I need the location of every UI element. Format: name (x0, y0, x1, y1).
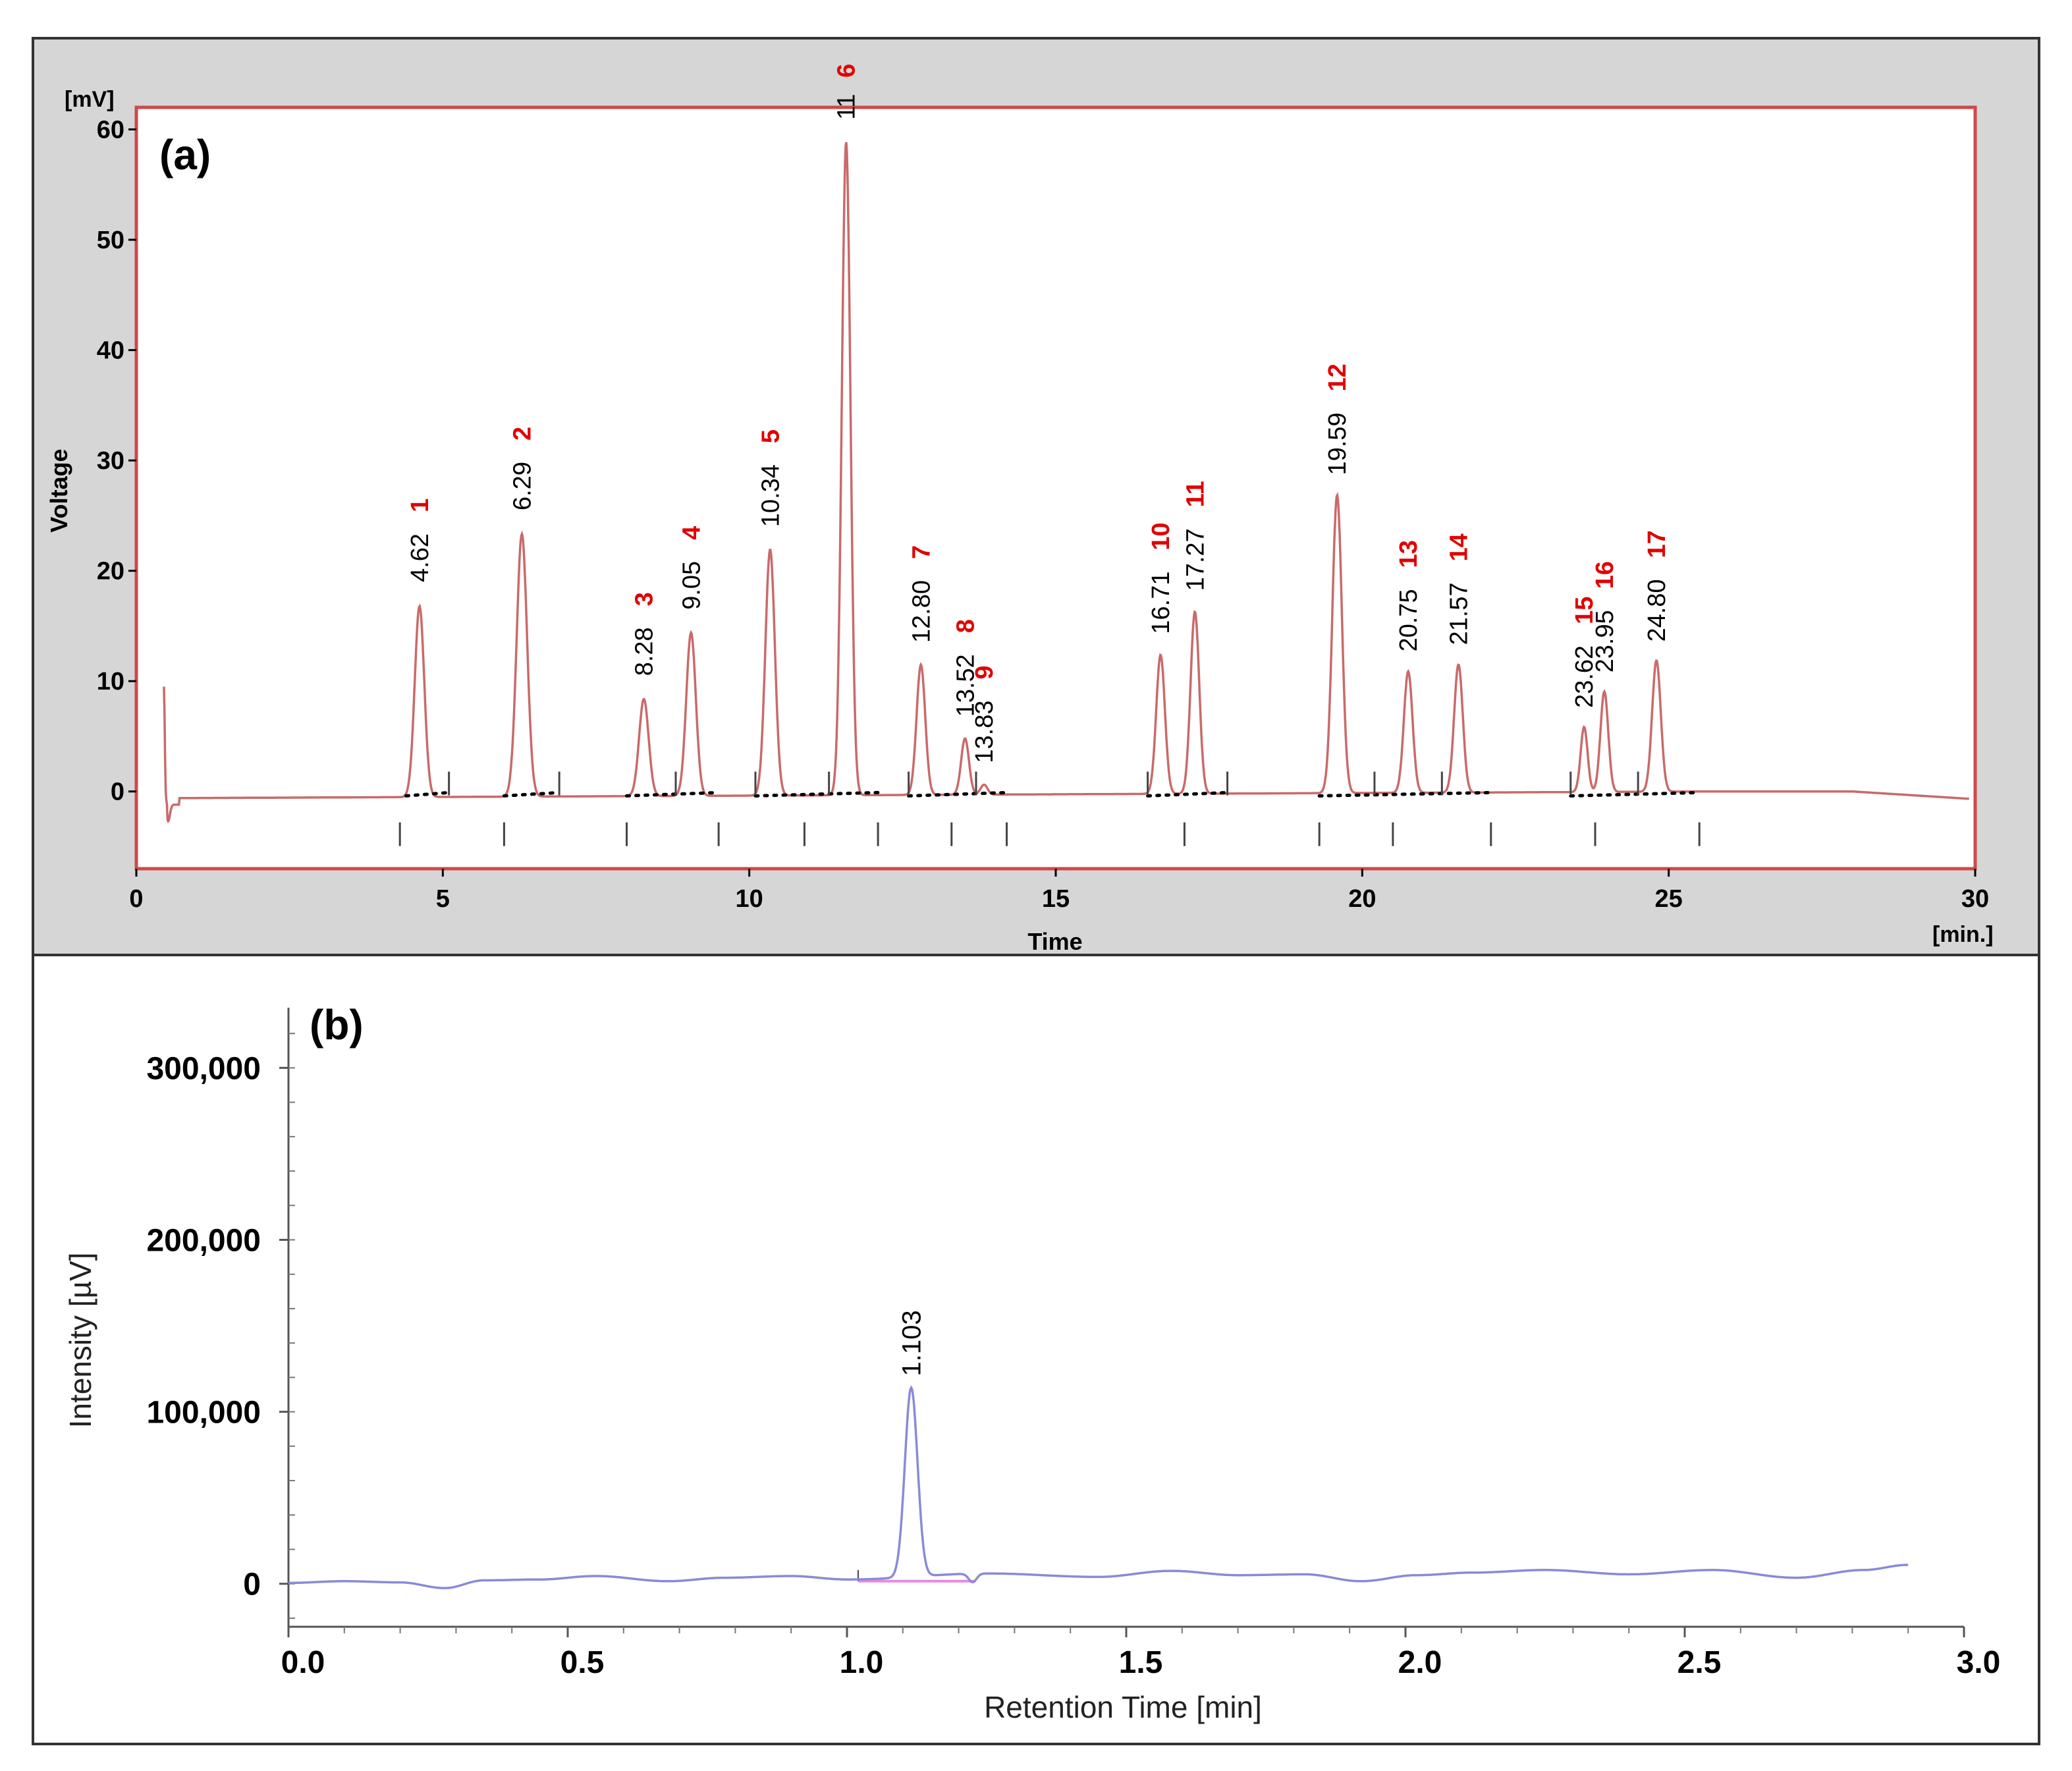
peak-number-label: 16 (1591, 561, 1619, 589)
x-tick-label: 15 (1042, 885, 1070, 913)
y-tick-label: 200,000 (146, 1224, 261, 1259)
peak-number-label: 12 (1324, 364, 1351, 391)
peak-rt-label: 13.83 (971, 701, 998, 763)
integration-baseline (1146, 790, 1230, 798)
peak-rt-label: 23.62 (1571, 645, 1598, 708)
peak-number-label: 14 (1445, 533, 1473, 561)
y-tick-label: 40 (97, 337, 124, 365)
integration-baseline (753, 790, 880, 798)
peak-rt-label: 24.80 (1643, 579, 1671, 641)
integration-baseline (625, 790, 721, 798)
y-tick-label: 50 (97, 227, 124, 254)
panel-a: 0 10 20 30 40 50 60 0 5 10 15 20 25 30 4.62 1 6.29 2 8.28… (32, 37, 2040, 956)
panel-a-x-title: Time (1027, 928, 1082, 955)
panel-b: 0 100,000 200,000 300,000 0.0 0.5 1.0 1.5 2.0 2.5… (32, 954, 2040, 1745)
peak-rt-label: 8.28 (631, 627, 659, 676)
y-tick-label: 0 (111, 778, 124, 806)
panel-a-label: (a) (159, 131, 211, 178)
x-tick-label: 2.5 (1677, 1645, 1722, 1680)
peak-number-label: 2 (508, 427, 536, 441)
x-tick-label: 0 (129, 885, 143, 913)
peak-rt-label: 17.27 (1182, 528, 1209, 591)
peak-rt-label: 13.52 (952, 654, 979, 717)
chromatogram-trace-b (288, 1385, 1909, 1589)
peak-rt-label: 16.71 (1147, 572, 1175, 634)
panel-b-frame (32, 954, 2040, 1745)
panel-a-trace-group (163, 142, 1969, 846)
integration-baseline (907, 790, 1009, 798)
peak-number-label: 3 (631, 592, 659, 606)
chromatogram-trace-a (163, 142, 1969, 824)
y-tick-label: 300,000 (146, 1051, 261, 1086)
panel-a-plot-area (134, 105, 1977, 871)
x-tick-label: 30 (1961, 885, 1989, 913)
peak-rt-label: 11 (833, 94, 861, 119)
peak-rt-label: 1.103 (898, 1310, 927, 1376)
peak-rt-label: 19.59 (1324, 412, 1351, 475)
y-tick-label: 10 (97, 668, 124, 695)
peak-number-label: 13 (1395, 540, 1423, 568)
peak-number-label: 6 (833, 64, 861, 78)
x-tick-label: 10 (736, 885, 763, 913)
panel-a-x-unit: [min.] (1932, 922, 1994, 947)
peak-rt-label: 12.80 (908, 580, 935, 643)
peak-rt-label: 20.75 (1395, 589, 1423, 651)
integration-baseline (1317, 790, 1493, 798)
panel-b-y-title: Intensity [µV] (63, 1253, 97, 1429)
panel-a-peak-labels: 4.62 1 6.29 2 8.28 3 9.05 4 10.34 5 11 6 12.80 7 13.52… (406, 64, 1671, 763)
y-tick-label: 60 (97, 117, 124, 144)
peak-number-label: 10 (1147, 522, 1175, 550)
x-tick-label: 1.0 (840, 1645, 884, 1680)
x-tick-label: 5 (436, 885, 450, 913)
peak-rt-label: 9.05 (678, 561, 705, 610)
peak-rt-label: 23.95 (1591, 610, 1619, 672)
x-tick-label: 3.0 (1957, 1645, 2001, 1680)
peak-rt-label: 4.62 (406, 533, 434, 582)
panel-b-axes: 0 100,000 200,000 300,000 0.0 0.5 1.0 1.5 2.0 2.5… (146, 1008, 2000, 1680)
peak-rt-label: 21.57 (1445, 582, 1473, 645)
peak-number-label: 17 (1643, 530, 1671, 558)
x-tick-label: 20 (1348, 885, 1376, 913)
peak-number-label: 8 (952, 619, 979, 633)
peak-number-label: 5 (757, 429, 784, 443)
peak-number-label: 7 (908, 545, 935, 559)
x-tick-label: 1.5 (1119, 1645, 1163, 1680)
panel-a-y-title: Voltage (45, 449, 72, 532)
peak-number-label: 9 (971, 665, 998, 679)
panel-a-y-unit: [mV] (65, 87, 115, 112)
panel-b-x-title: Retention Time [min] (984, 1690, 1262, 1724)
y-tick-label: 0 (243, 1567, 261, 1602)
peak-number-label: 15 (1571, 597, 1598, 624)
y-tick-label: 100,000 (146, 1396, 261, 1430)
x-tick-label: 2.0 (1398, 1645, 1442, 1680)
peak-number-label: 4 (678, 526, 705, 540)
y-tick-label: 30 (97, 447, 124, 475)
y-tick-label: 20 (97, 558, 124, 586)
integration-baseline (502, 790, 561, 798)
integration-baseline (404, 790, 451, 798)
x-tick-label: 0.5 (560, 1645, 605, 1680)
peak-rt-label: 6.29 (508, 462, 536, 510)
x-tick-label: 0.0 (281, 1645, 325, 1680)
peak-number-label: 1 (406, 499, 434, 512)
peak-number-label: 11 (1182, 481, 1209, 507)
integration-baseline (1569, 790, 1701, 798)
x-tick-label: 25 (1655, 885, 1683, 913)
panel-b-label: (b) (310, 1001, 364, 1049)
panel-b-trace-group: 1.103 (288, 1310, 1909, 1589)
peak-rt-label: 10.34 (757, 464, 784, 527)
